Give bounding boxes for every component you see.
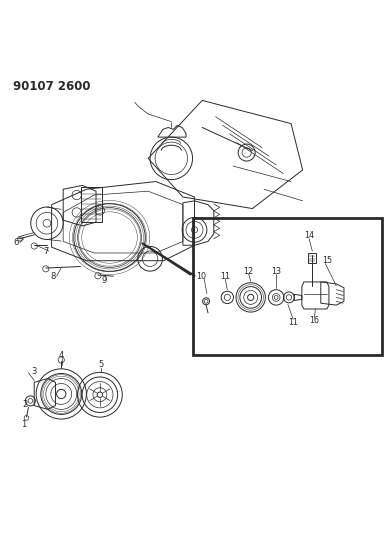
Text: 9: 9 [101, 276, 106, 285]
Text: 7: 7 [43, 247, 49, 255]
Text: 1: 1 [21, 419, 26, 429]
Text: 11: 11 [220, 272, 230, 281]
Text: 4: 4 [59, 351, 64, 360]
Bar [193, 218, 382, 356]
Text: 8: 8 [51, 272, 56, 281]
Text: 90107 2600: 90107 2600 [13, 80, 91, 93]
Text: 13: 13 [271, 266, 281, 276]
Text: 15: 15 [322, 256, 332, 265]
Text: 3: 3 [32, 367, 37, 376]
Bar [308, 253, 316, 263]
Text: 16: 16 [309, 316, 319, 325]
Bar [81, 187, 102, 222]
Text: 10: 10 [196, 272, 207, 281]
Text: 2: 2 [22, 400, 27, 409]
Text: 5: 5 [98, 360, 103, 369]
Text: 6: 6 [13, 238, 19, 247]
Text: 14: 14 [304, 231, 314, 240]
Text: 11: 11 [288, 318, 298, 327]
Text: 12: 12 [244, 266, 254, 276]
